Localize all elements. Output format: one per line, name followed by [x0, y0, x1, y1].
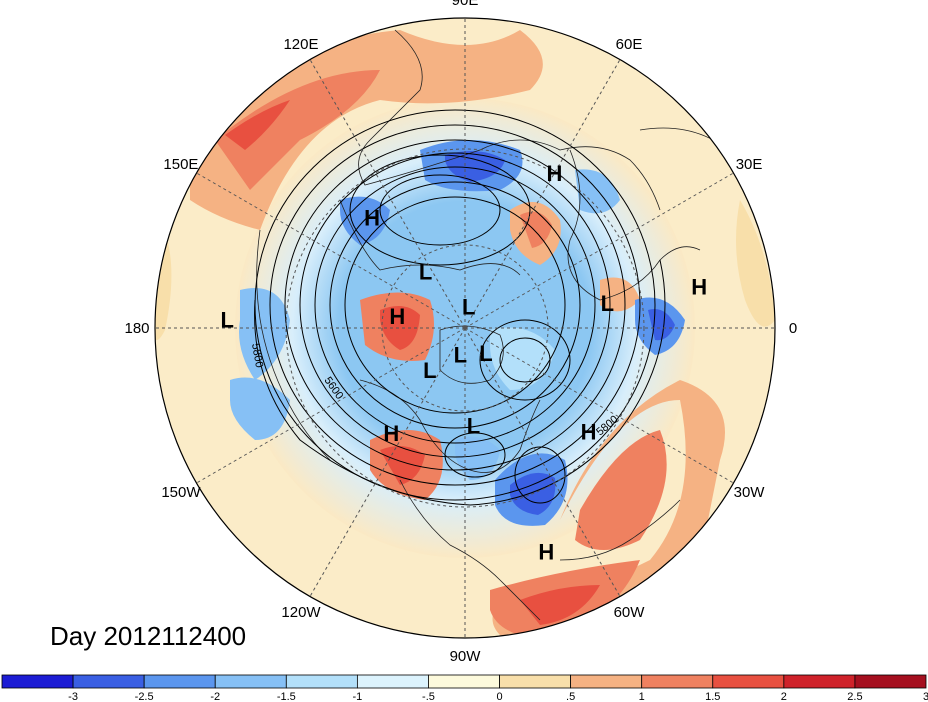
meridian-line: [309, 59, 466, 329]
meridian-line: [196, 172, 466, 329]
low-pressure-marker: L: [467, 413, 480, 438]
colorbar-swatch: [783, 674, 856, 689]
low-pressure-marker: L: [454, 343, 467, 368]
longitude-labels: 90E 60E 30E 0 30W 60W 90W 120W 150W 180 150E 120E: [124, 0, 797, 665]
longitude-label: 120W: [281, 604, 321, 621]
colorbar-tick-label: -1.5: [277, 691, 296, 702]
colorbar-swatch: [428, 674, 500, 689]
longitude-label: 30E: [736, 156, 763, 173]
longitude-label: 60E: [616, 36, 643, 53]
longitude-label: 30W: [734, 484, 766, 501]
longitude-label: 150W: [161, 484, 201, 501]
colorbar-tick-label: 2.5: [847, 691, 862, 702]
colorbar-swatch: [285, 674, 358, 689]
day-title: Day 2012112400: [50, 621, 246, 651]
longitude-label: 90E: [452, 0, 479, 9]
colorbar-tick-label: .5: [566, 691, 575, 702]
high-pressure-marker: H: [547, 161, 563, 186]
colorbar-swatch: [712, 674, 785, 689]
colorbar-swatch: [1, 674, 74, 689]
colorbar-tick-label: 3: [923, 691, 928, 702]
longitude-label: 90W: [450, 648, 482, 665]
coastlines: [256, 29, 771, 621]
anomaly-field: [155, 18, 775, 638]
colorbar-swatch: [854, 674, 927, 689]
meridian-line: [464, 327, 621, 597]
high-pressure-marker: H: [389, 304, 405, 329]
meridian-line: [464, 59, 621, 329]
longitude-label: 0: [789, 320, 797, 337]
low-pressure-marker: L: [423, 358, 436, 383]
meridian-line: [464, 172, 734, 329]
colorbar-swatch: [214, 674, 287, 689]
colorbar-swatch: [72, 674, 145, 689]
parallel-circle: [381, 244, 549, 412]
colorbar-tick-label: -2.5: [135, 691, 154, 702]
meridian-line: [196, 327, 466, 484]
height-contours: [254, 109, 666, 506]
map-border: [154, 17, 776, 639]
colorbar-tick-label: -1: [352, 691, 362, 702]
colorbar-tick-label: -3: [68, 691, 78, 702]
colorbar-swatch: [356, 674, 429, 689]
low-pressure-marker: L: [221, 308, 234, 333]
high-pressure-marker: H: [691, 275, 707, 300]
longitude-label: 180: [124, 320, 149, 337]
colorbar-tick-label: 1.5: [705, 691, 720, 702]
colorbar: -3 -2.5 -2 -1.5 -1 -.5 0 .5 1 1.5 2 2.5 3: [1, 674, 928, 702]
colorbar-tick-label: -.5: [422, 691, 435, 702]
graticule: [155, 18, 775, 638]
colorbar-swatch: [499, 674, 572, 689]
colorbar-tick-label: 0: [496, 691, 502, 702]
low-pressure-marker: L: [462, 295, 475, 320]
longitude-label: 120E: [283, 36, 318, 53]
colorbar-tick-label: 2: [781, 691, 787, 702]
colorbar-swatch: [641, 674, 714, 689]
longitude-label: 150E: [163, 156, 198, 173]
meridian-line: [464, 327, 734, 484]
high-pressure-marker: H: [581, 420, 597, 445]
low-pressure-marker: L: [601, 291, 614, 316]
high-pressure-marker: H: [538, 540, 554, 565]
low-pressure-marker: L: [479, 341, 492, 366]
contour-label-5800-west: 5800: [249, 342, 265, 368]
colorbar-swatch: [570, 674, 643, 689]
colorbar-tick-label: -2: [210, 691, 220, 702]
meridian-line: [309, 327, 466, 597]
colorbar-swatch: [143, 674, 216, 689]
low-pressure-marker: L: [419, 260, 432, 285]
parallel-circle: [285, 148, 645, 508]
colorbar-tick-label: 1: [639, 691, 645, 702]
longitude-label: 60W: [614, 604, 646, 621]
high-pressure-marker: H: [383, 421, 399, 446]
high-pressure-marker: H: [364, 205, 380, 230]
